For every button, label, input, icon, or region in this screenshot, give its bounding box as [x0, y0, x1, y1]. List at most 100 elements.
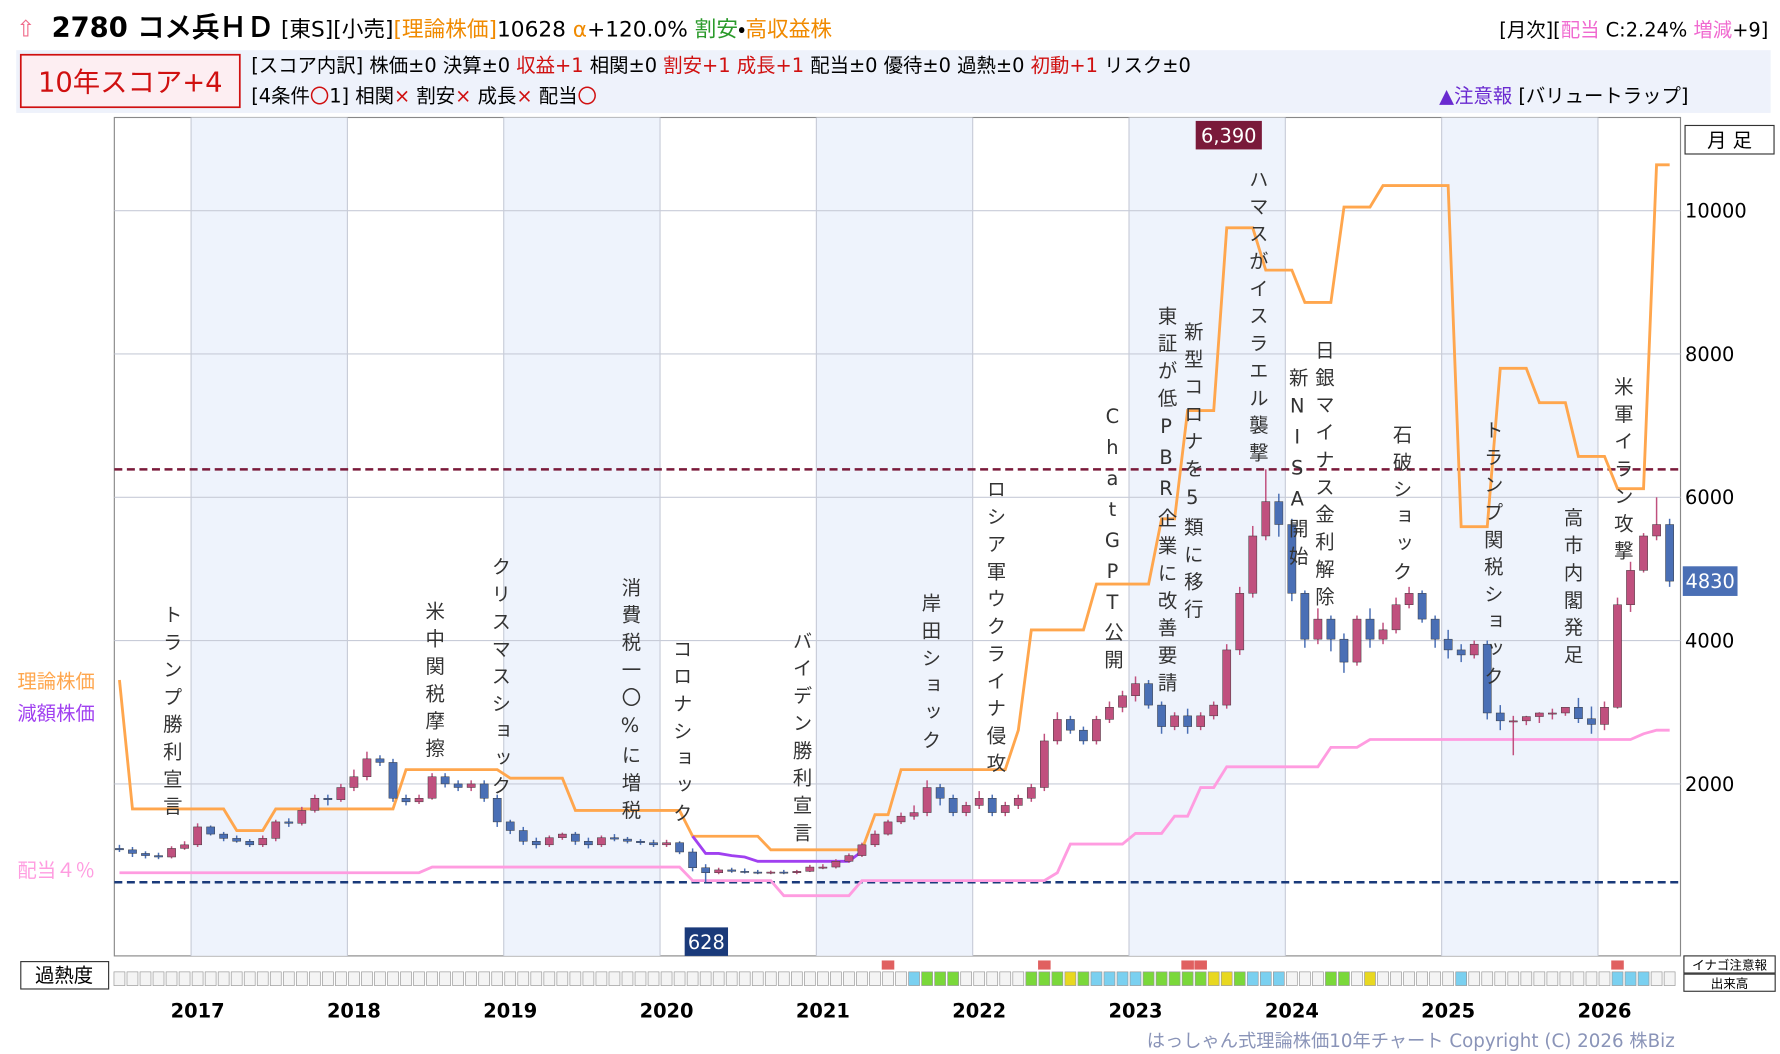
inago-marker: [1181, 960, 1194, 970]
overheat-box: [20, 961, 110, 990]
candle-body: [310, 798, 320, 811]
candle-body: [1313, 618, 1323, 640]
overheat-cell: [1299, 971, 1311, 986]
overheat-cell: [777, 971, 790, 986]
overheat-cell: [1533, 971, 1546, 986]
header-segment: 〇: [578, 85, 597, 108]
low-label-box: [684, 927, 729, 956]
year-band: [816, 117, 973, 956]
overheat-cell: [804, 971, 816, 986]
overheat-cell: [582, 971, 595, 986]
overheat-cell: [1090, 971, 1103, 986]
overheat-cell: [1259, 971, 1272, 986]
event-annotation: トランプ関税ショック: [1481, 420, 1504, 694]
overheat-cell: [1246, 971, 1259, 986]
header-segment: 配当: [1561, 19, 1600, 42]
candle-body: [128, 849, 137, 854]
overheat-cell: [960, 971, 972, 986]
overheat-cell: [361, 971, 373, 986]
overheat-cell: [1025, 971, 1038, 986]
overheat-cell: [491, 971, 504, 986]
overheat-cell: [1038, 971, 1051, 986]
overheat-cell: [1116, 971, 1129, 986]
header-segment: リスク±0: [1098, 54, 1191, 77]
candle-body: [167, 848, 176, 858]
inago-box: [1683, 955, 1776, 974]
series-line: [119, 728, 1670, 898]
candle-body: [1196, 715, 1205, 727]
overheat-cell: [947, 971, 959, 986]
candle-body: [935, 787, 945, 799]
candle-body: [558, 833, 567, 838]
inago-marker: [1194, 960, 1207, 970]
candle-body: [115, 848, 124, 851]
candle-body: [1339, 638, 1349, 663]
x-tick-label: 2019: [483, 999, 537, 1022]
y-tick-label: 4000: [1685, 629, 1734, 652]
price-box: [1682, 566, 1738, 596]
legend-label: 減額株価: [17, 702, 95, 725]
candle-body: [1469, 643, 1479, 656]
overheat-cell: [139, 971, 152, 986]
legend-label: 理論株価: [17, 670, 95, 693]
candle-body: [1443, 638, 1453, 651]
overheat-cell: [1455, 971, 1468, 986]
candle-body: [492, 798, 502, 823]
event-annotation: 高市内閣発足: [1561, 508, 1584, 672]
candle-body: [1417, 593, 1427, 620]
candle-body: [154, 855, 163, 858]
candle-body: [1574, 707, 1583, 719]
event-annotation: 消費税一〇%に増税: [618, 577, 641, 827]
header-segment: ・: [738, 18, 745, 43]
candle-body: [844, 855, 854, 862]
candle-body: [597, 837, 606, 846]
candle-body: [1157, 704, 1166, 727]
candle-body: [362, 758, 372, 777]
overheat-cell: [843, 971, 855, 986]
header-segment: 10628: [497, 18, 573, 43]
candle-body: [479, 783, 489, 799]
overheat-cell: [1442, 971, 1454, 986]
overheat-label: 過熱度: [35, 964, 93, 987]
legend-label: 配当４％: [17, 859, 95, 882]
candle-body: [1000, 805, 1010, 813]
overheat-cell: [1325, 971, 1337, 986]
candle-body: [714, 869, 724, 874]
overheat-cell: [1637, 971, 1650, 986]
candle-body: [1561, 707, 1570, 714]
event-annotation: 東証が低PBR企業に改善要請: [1155, 306, 1178, 700]
overheat-cell: [478, 971, 491, 986]
overheat-cell: [1272, 971, 1285, 986]
candle-body: [1131, 683, 1140, 697]
candle-body: [974, 798, 984, 806]
header-segment: ×: [455, 85, 471, 108]
candle-body: [232, 838, 242, 842]
candle-body: [1092, 719, 1101, 742]
header-line3-right: ▲注意報 [バリュートラップ]: [1439, 85, 1688, 108]
candle-body: [1235, 593, 1245, 651]
year-band: [503, 117, 661, 956]
inago-marker: [881, 960, 895, 970]
year-band: [191, 117, 348, 956]
event-annotation: 米中関税摩擦: [422, 601, 445, 765]
candle-body: [375, 758, 385, 763]
overheat-cell: [217, 971, 230, 986]
overheat-cell: [322, 971, 334, 986]
candle-body: [1535, 712, 1544, 717]
overheat-cell: [126, 971, 139, 986]
period: 月 足: [1707, 129, 1752, 152]
overheat-cell: [908, 971, 920, 986]
overheat-cell: [856, 971, 868, 986]
y-tick-label: 8000: [1685, 343, 1734, 366]
candle-body: [1456, 649, 1466, 656]
event-annotation: コロナショック: [670, 639, 693, 831]
candle-body: [727, 869, 737, 872]
header-segment: [月次][: [1499, 19, 1560, 42]
candle-body: [1118, 695, 1127, 708]
overheat-cell: [725, 971, 738, 986]
overheat-cell: [269, 971, 282, 986]
overheat-cell: [1468, 971, 1481, 986]
overheat-cell: [1546, 971, 1559, 986]
overheat-cell: [973, 971, 986, 986]
score: 10年スコア+4: [38, 67, 223, 98]
